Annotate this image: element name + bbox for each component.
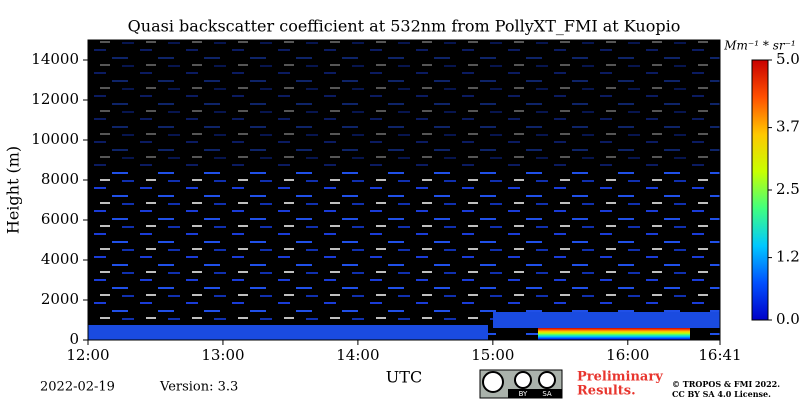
preliminary: Preliminary xyxy=(577,370,663,385)
badge-text: BY xyxy=(519,390,528,398)
y-tick-label: 8000 xyxy=(41,170,79,188)
x-axis-label: UTC xyxy=(386,368,422,387)
badge-text: SA xyxy=(542,390,552,398)
x-tick-label: 16:00 xyxy=(606,346,649,364)
y-tick-label: 10000 xyxy=(31,130,79,148)
y-tick-label: 2000 xyxy=(41,290,79,308)
y-tick-label: 14000 xyxy=(31,50,79,68)
colorbar-tick-label: 0.0 xyxy=(776,310,800,328)
cc-icon xyxy=(482,371,504,393)
y-tick-label: 0 xyxy=(69,330,79,348)
y-tick-label: 6000 xyxy=(41,210,79,228)
x-tick-label: 16:41 xyxy=(698,346,741,364)
x-tick-label: 12:00 xyxy=(66,346,109,364)
version: Version: 3.3 xyxy=(159,380,238,395)
copyright: © TROPOS & FMI 2022. xyxy=(672,379,780,389)
colorbar-tick-label: 1.2 xyxy=(776,248,800,266)
sa-icon xyxy=(538,371,556,389)
ground-layer xyxy=(493,312,720,328)
by-icon xyxy=(514,371,532,389)
colorbar-tick-label: 5.0 xyxy=(776,50,800,68)
colorbar-tick-label: 2.5 xyxy=(776,180,800,198)
x-tick-label: 13:00 xyxy=(201,346,244,364)
y-axis-label: Height (m) xyxy=(4,146,23,234)
x-tick-label: 14:00 xyxy=(336,346,379,364)
colorbar-tick-label: 3.7 xyxy=(776,118,800,136)
colorbar-label: Mm⁻¹ * sr⁻¹ xyxy=(723,39,795,53)
y-tick-label: 12000 xyxy=(31,90,79,108)
copyright: CC BY SA 4.0 License. xyxy=(672,389,771,399)
colorbar xyxy=(751,59,769,321)
date: 2022-02-19 xyxy=(40,380,115,395)
x-tick-label: 15:00 xyxy=(471,346,514,364)
chart-title: Quasi backscatter coefficient at 532nm f… xyxy=(128,17,681,36)
plot-frame xyxy=(87,39,721,341)
ground-layer-strong xyxy=(538,328,690,340)
ground-layer xyxy=(88,325,488,340)
y-tick-label: 4000 xyxy=(41,250,79,268)
upper-shade xyxy=(88,40,720,170)
badge-strip xyxy=(508,389,562,398)
preliminary: Results. xyxy=(577,384,636,399)
